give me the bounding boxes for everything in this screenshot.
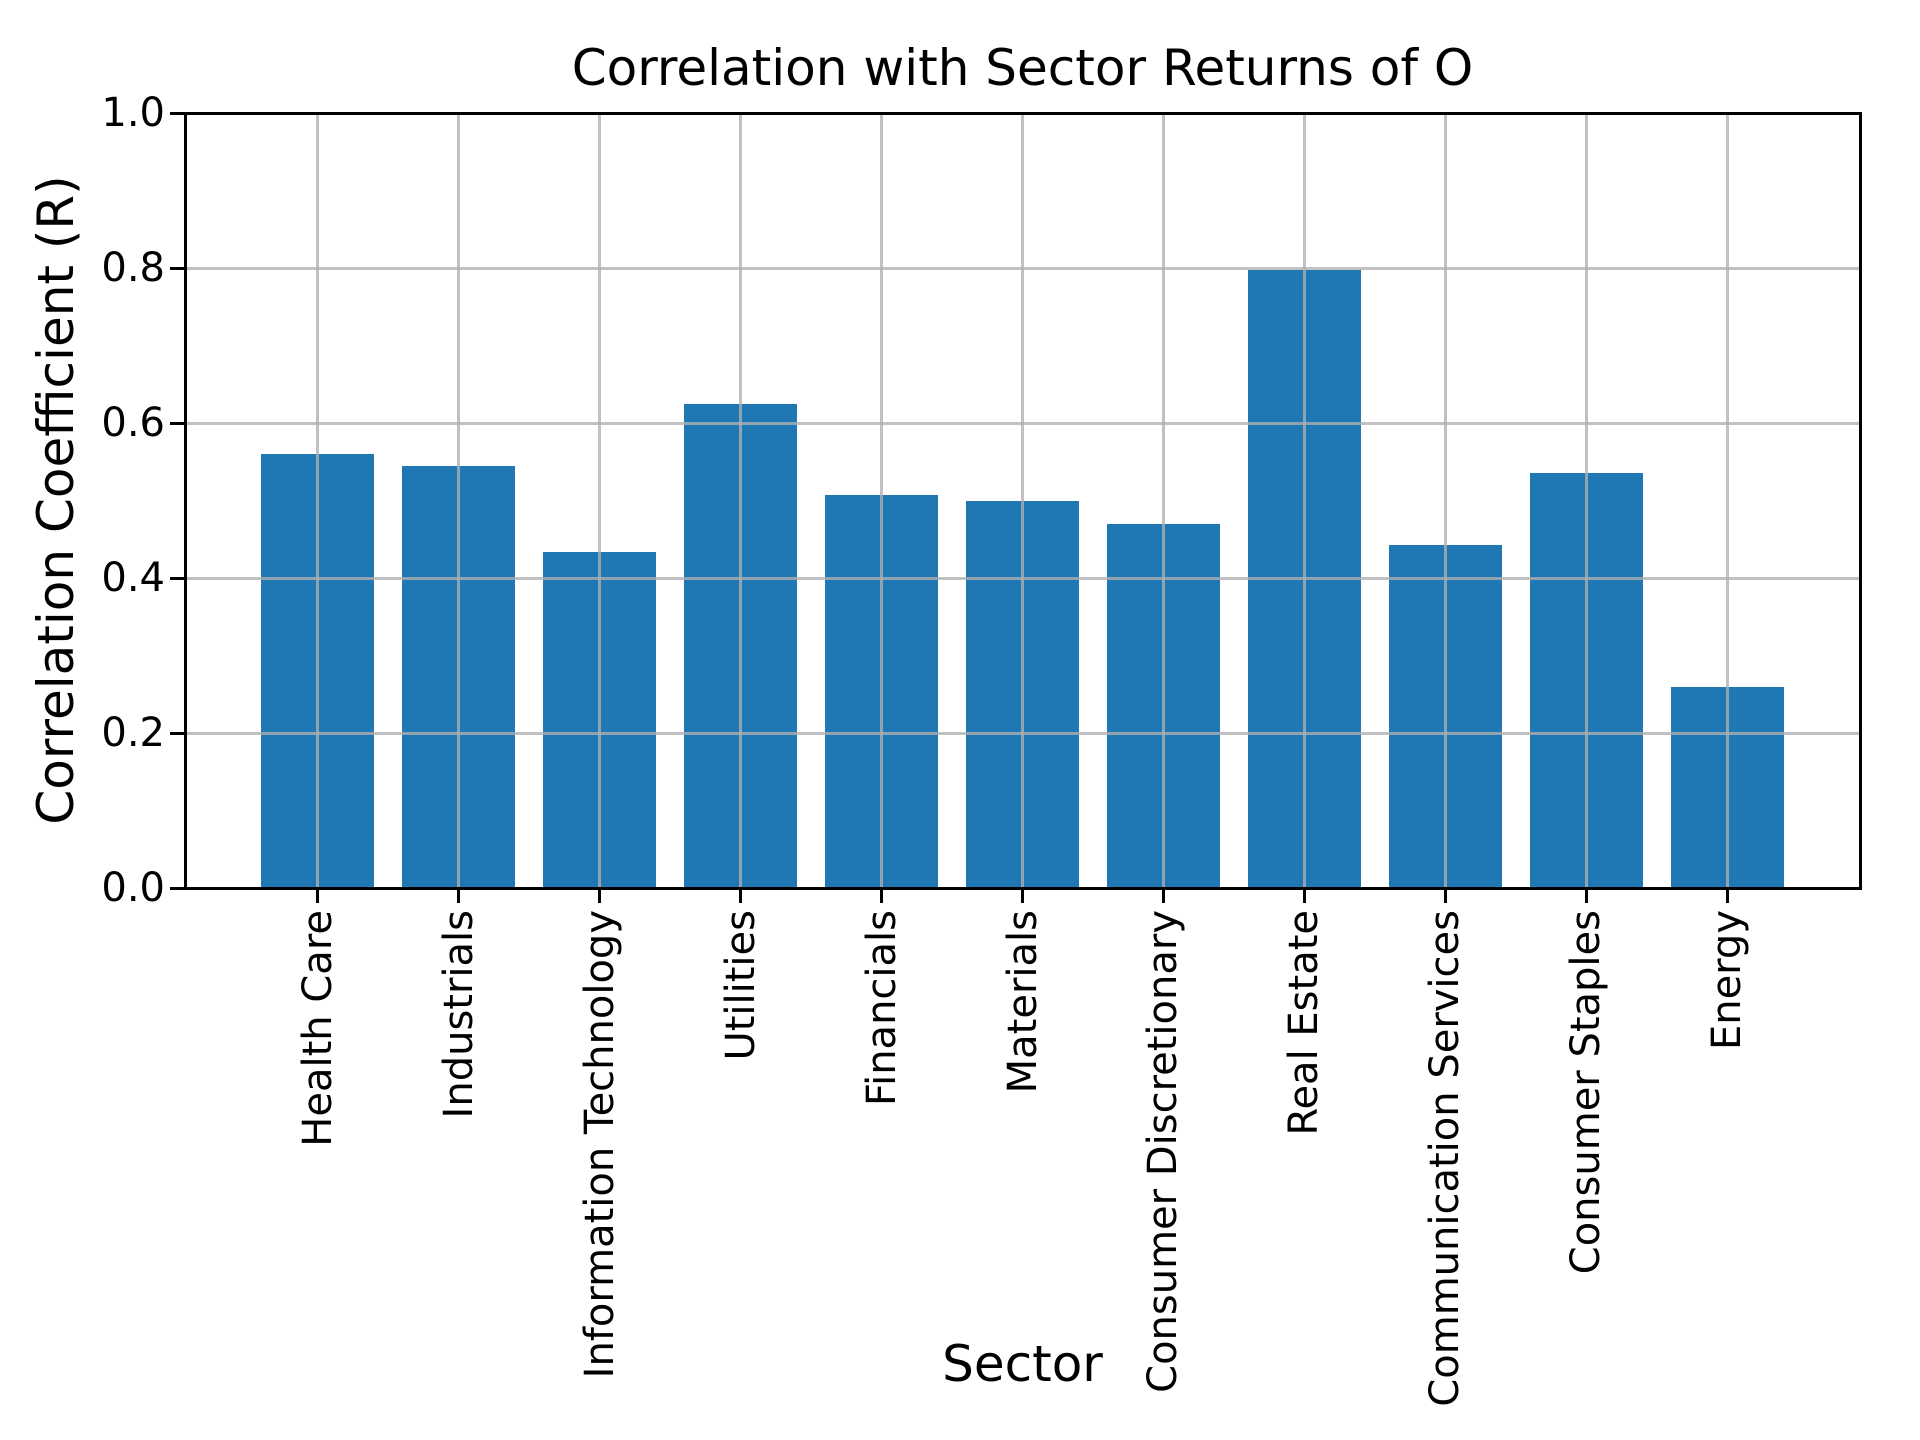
x-tick-mark-consumer-discretionary — [1161, 888, 1165, 903]
top-spine — [183, 111, 1862, 115]
x-tick-mark-financials — [880, 888, 883, 903]
x-tick-mark-materials — [1021, 888, 1024, 903]
x-tick-label-consumer-discretionary: Consumer Discretionary — [1140, 910, 1187, 1393]
x-tick-label-energy: Energy — [1704, 910, 1751, 1051]
x-tick-label-information-technology: Information Technology — [576, 910, 623, 1379]
x-tick-label-utilities: Utilities — [717, 910, 764, 1061]
gridline-x-health-care — [316, 113, 320, 888]
y-tick-mark-0.2 — [170, 731, 185, 735]
gridline-x-financials — [880, 113, 883, 888]
y-tick-mark-0.6 — [170, 421, 185, 425]
x-tick-label-industrials: Industrials — [435, 910, 482, 1119]
y-tick-mark-0 — [170, 886, 185, 890]
y-tick-label-1: 1.0 — [101, 90, 165, 136]
x-tick-label-real-estate: Real Estate — [1281, 910, 1328, 1136]
right-spine — [1858, 111, 1862, 890]
y-tick-label-0.8: 0.8 — [101, 245, 165, 291]
gridline-x-materials — [1021, 113, 1024, 888]
gridline-x-communication-services — [1443, 113, 1447, 888]
x-tick-mark-real-estate — [1302, 888, 1306, 903]
y-tick-label-0.4: 0.4 — [101, 555, 165, 601]
x-tick-label-consumer-staples: Consumer Staples — [1563, 910, 1610, 1275]
y-tick-label-0.6: 0.6 — [101, 400, 165, 446]
gridline-x-utilities — [739, 113, 742, 888]
gridline-x-energy — [1725, 113, 1729, 888]
y-tick-label-0: 0.0 — [101, 865, 165, 911]
x-tick-label-financials: Financials — [858, 910, 905, 1106]
gridline-x-consumer-staples — [1584, 113, 1588, 888]
x-axis-label: Sector — [942, 1335, 1103, 1393]
x-tick-label-materials: Materials — [999, 910, 1046, 1094]
x-tick-mark-information-technology — [598, 888, 602, 903]
x-tick-mark-communication-services — [1443, 888, 1447, 903]
y-tick-label-0.2: 0.2 — [101, 710, 165, 756]
y-tick-mark-0.4 — [170, 576, 185, 580]
gridline-x-real-estate — [1302, 113, 1306, 888]
x-tick-label-communication-services: Communication Services — [1422, 910, 1469, 1407]
y-tick-mark-1 — [170, 111, 185, 115]
y-tick-mark-0.8 — [170, 266, 185, 270]
x-tick-mark-health-care — [316, 888, 320, 903]
x-tick-mark-industrials — [457, 888, 461, 903]
x-tick-mark-consumer-staples — [1584, 888, 1588, 903]
chart-title: Correlation with Sector Returns of O — [571, 39, 1474, 97]
left-spine — [183, 111, 187, 890]
gridline-x-information-technology — [598, 113, 602, 888]
gridline-x-consumer-discretionary — [1161, 113, 1165, 888]
x-tick-mark-utilities — [739, 888, 742, 903]
gridline-x-industrials — [457, 113, 461, 888]
x-tick-label-health-care: Health Care — [294, 910, 341, 1147]
x-tick-mark-energy — [1725, 888, 1729, 903]
